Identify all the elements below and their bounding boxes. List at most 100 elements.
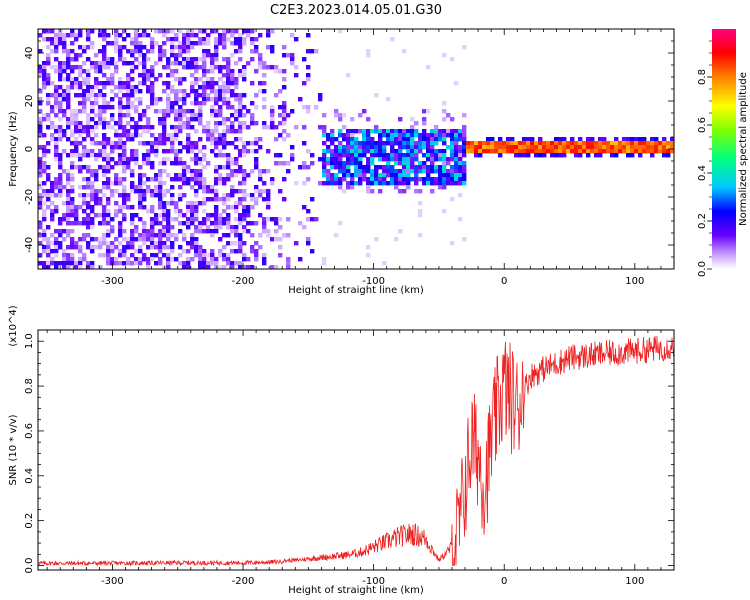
spectrogram-cell — [662, 153, 667, 158]
spectrogram-cell — [82, 257, 87, 262]
spectrogram-cell — [78, 165, 83, 170]
spectrogram-cell — [326, 177, 331, 182]
spectrogram-cell — [522, 149, 527, 154]
spectrogram-cell — [106, 229, 111, 234]
spectrogram-cell — [238, 197, 243, 202]
spectrogram-cell — [58, 137, 63, 142]
spectrogram-cell — [290, 153, 295, 158]
spectrogram-cell — [422, 117, 427, 122]
spectrogram-cell — [42, 165, 47, 170]
spectrogram-cell — [174, 109, 179, 114]
spectrogram-cell — [182, 113, 187, 118]
spectrogram-cell — [50, 125, 55, 130]
spectrogram-cell — [58, 125, 63, 130]
spectrogram-cell — [238, 45, 243, 50]
spectrogram-cell — [194, 189, 199, 194]
spectrogram-cell — [138, 81, 143, 86]
spectrogram-cell — [106, 201, 111, 206]
spectrogram-cell — [54, 113, 59, 118]
spectrogram-cell — [162, 209, 167, 214]
spectrogram-cell — [518, 141, 523, 146]
spectrogram-cell — [102, 61, 107, 66]
spectrogram-cell — [154, 189, 159, 194]
spectrogram-cell — [118, 161, 123, 166]
spectrogram-cell — [50, 185, 55, 190]
spectrogram-cell — [390, 153, 395, 158]
spectrogram-cell — [218, 113, 223, 118]
spectrogram-cell — [222, 145, 227, 150]
spectrogram-cell — [114, 129, 119, 134]
spectrogram-cell — [230, 77, 235, 82]
spectrogram-cell — [162, 41, 167, 46]
spectrogram-cell — [522, 153, 527, 158]
spectrogram-cell — [54, 65, 59, 70]
spectrogram-cell — [146, 153, 151, 158]
spectrogram-cell — [442, 133, 447, 138]
spectrogram-cell — [414, 165, 419, 170]
spectrogram-cell — [338, 149, 343, 154]
spectrogram-cell — [178, 197, 183, 202]
spectrogram-cell — [186, 45, 191, 50]
spectrogram-cell — [38, 169, 43, 174]
spectrogram-cell — [238, 113, 243, 118]
spectrogram-cell — [122, 113, 127, 118]
spectrogram-cell — [186, 165, 191, 170]
spectrogram-cell — [134, 257, 139, 262]
spectrogram-cell — [398, 117, 403, 122]
spectrogram-cell — [126, 97, 131, 102]
spectrogram-cell — [254, 93, 259, 98]
spectrogram-cell — [330, 165, 335, 170]
spectrogram-cell — [334, 153, 339, 158]
spectrogram-cell — [294, 241, 299, 246]
spectrogram-cell — [382, 141, 387, 146]
spectrogram-cell — [154, 153, 159, 158]
spectrogram-cell — [38, 65, 43, 70]
spectrogram-cell — [242, 169, 247, 174]
spectrogram-cell — [274, 229, 279, 234]
spectrogram-cell — [202, 57, 207, 62]
spectrogram-cell — [198, 137, 203, 142]
spectrogram-cell — [118, 53, 123, 58]
spectrogram-cell — [174, 93, 179, 98]
spectrogram-cell — [670, 137, 674, 142]
spectrogram-cell — [118, 157, 123, 162]
spectrogram-cell — [190, 85, 195, 90]
spectrogram-cell — [86, 241, 91, 246]
spectrogram-cell — [70, 141, 75, 146]
spectrogram-cell — [70, 213, 75, 218]
spectrogram-cell — [374, 177, 379, 182]
spectrogram-cell — [262, 189, 267, 194]
spectrogram-cell — [118, 113, 123, 118]
spectrogram-cell — [254, 69, 259, 74]
spectrogram-cell — [74, 213, 79, 218]
spectrogram-cell — [114, 209, 119, 214]
spectrogram-cell — [342, 125, 347, 130]
spectrogram-cell — [158, 181, 163, 186]
spectrogram-cell — [274, 237, 279, 242]
spectrogram-cell — [338, 117, 343, 122]
spectrogram-cell — [90, 85, 95, 90]
spectrogram-cell — [230, 69, 235, 74]
spectrogram-cell — [66, 201, 71, 206]
spectrogram-cell — [218, 149, 223, 154]
spectrogram-cell — [486, 137, 491, 142]
spectrogram-cell — [410, 169, 415, 174]
spectrogram-cell — [478, 141, 483, 146]
spectrogram-cell — [446, 145, 451, 150]
spectrogram-cell — [554, 141, 559, 146]
spectrogram-cell — [166, 113, 171, 118]
spectrogram-cell — [90, 41, 95, 46]
spectrogram-cell — [242, 241, 247, 246]
spectrogram-cell — [390, 149, 395, 154]
spectrogram-cell — [98, 113, 103, 118]
spectrogram-cell — [54, 245, 59, 250]
spectrogram-cell — [430, 189, 435, 194]
spectrogram-cell — [514, 153, 519, 158]
spectrogram-cell — [174, 53, 179, 58]
spectrogram-cell — [214, 53, 219, 58]
spectrogram-cell — [342, 189, 347, 194]
spectrogram-cell — [322, 169, 327, 174]
spectrogram-cell — [122, 157, 127, 162]
spectrogram-cell — [238, 265, 243, 269]
spectrogram-cell — [186, 137, 191, 142]
